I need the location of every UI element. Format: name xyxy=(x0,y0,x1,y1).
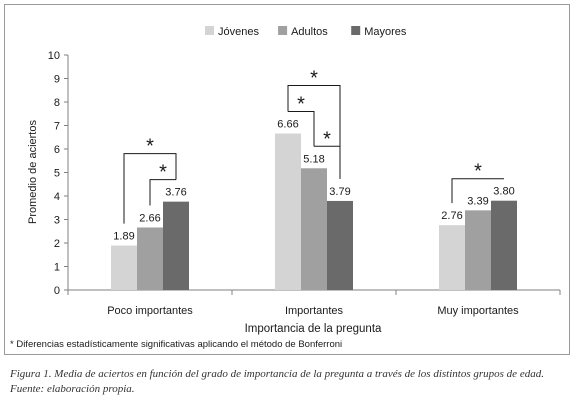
caption-block: Figura 1. Media de aciertos en función d… xyxy=(10,367,570,397)
data-label: 3.39 xyxy=(467,195,488,207)
x-tick-label: Importantes xyxy=(285,305,344,317)
figure-frame xyxy=(4,4,570,355)
y-tick-label: 7 xyxy=(54,121,60,133)
data-label: 5.18 xyxy=(303,153,324,165)
y-tick-label: 6 xyxy=(54,144,60,156)
legend-swatch xyxy=(205,26,214,35)
bar xyxy=(465,210,491,290)
data-label: 3.76 xyxy=(165,187,186,199)
data-label: 3.79 xyxy=(329,186,350,198)
significance-asterisk: * xyxy=(310,67,318,89)
significance-bracket xyxy=(451,178,504,204)
figure-source: Fuente: elaboración propia. xyxy=(10,383,135,395)
figure-caption: Figura 1. Media de aciertos en función d… xyxy=(10,368,544,380)
significance-bracket xyxy=(123,153,177,224)
y-axis-label: Promedio de aciertos xyxy=(27,120,39,224)
significance-asterisk: * xyxy=(146,136,154,158)
y-tick-label: 3 xyxy=(54,215,60,227)
y-tick-label: 8 xyxy=(54,97,60,109)
y-tick-label: 10 xyxy=(48,50,60,62)
x-tick-label: Poco importantes xyxy=(107,305,193,317)
y-tick-label: 5 xyxy=(54,168,60,180)
bar xyxy=(163,201,189,290)
legend-label: Adultos xyxy=(291,26,328,38)
significance-asterisk: * xyxy=(323,128,331,150)
significance-asterisk: * xyxy=(159,162,167,184)
x-axis-label: Importancia de la pregunta xyxy=(245,323,382,335)
legend: Jóvenes Adultos Mayores xyxy=(205,26,407,38)
bar-chart: 0 1 2 3 4 5 6 7 8 9 10 1.89 2.66 3.76 Poco importante… xyxy=(27,26,561,335)
footnote: * Diferencias estadísticamente significa… xyxy=(10,339,343,350)
data-label: 6.66 xyxy=(277,118,298,130)
bar xyxy=(491,200,517,290)
significance-brackets: ****** xyxy=(123,67,504,224)
x-tick-label: Muy importantes xyxy=(437,305,519,317)
legend-swatch xyxy=(351,26,361,35)
y-tick-label: 0 xyxy=(54,285,60,297)
bar xyxy=(439,225,465,290)
legend-label: Mayores xyxy=(364,26,407,38)
bar xyxy=(301,168,327,290)
bars: 1.89 2.66 3.76 Poco importantes 6.66 5.18 3.79… xyxy=(107,118,519,317)
data-label: 3.80 xyxy=(493,186,514,198)
y-tick-label: 4 xyxy=(54,191,60,203)
y-tick-label: 2 xyxy=(54,238,60,250)
significance-bracket xyxy=(287,84,341,179)
bar xyxy=(111,245,137,290)
significance-asterisk: * xyxy=(474,161,482,183)
data-label: 2.76 xyxy=(441,210,462,222)
significance-asterisk: * xyxy=(297,93,305,115)
data-label: 2.66 xyxy=(139,212,160,224)
y-tick-label: 1 xyxy=(54,262,60,274)
bar xyxy=(275,133,301,290)
legend-label: Jóvenes xyxy=(218,26,259,38)
data-label: 1.89 xyxy=(113,231,134,243)
legend-swatch xyxy=(278,26,288,35)
bar xyxy=(327,200,353,290)
y-tick-label: 9 xyxy=(54,74,60,86)
significance-bracket xyxy=(288,110,315,147)
significance-bracket xyxy=(149,179,176,206)
bar xyxy=(137,227,163,290)
